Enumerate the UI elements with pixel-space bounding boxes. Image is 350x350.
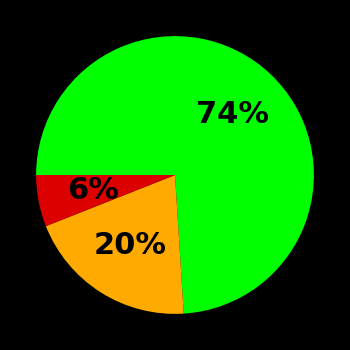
Text: 74%: 74% xyxy=(196,100,268,129)
Text: 6%: 6% xyxy=(67,176,119,205)
Wedge shape xyxy=(36,36,314,314)
Wedge shape xyxy=(36,175,175,226)
Text: 20%: 20% xyxy=(94,231,167,260)
Wedge shape xyxy=(46,175,184,314)
